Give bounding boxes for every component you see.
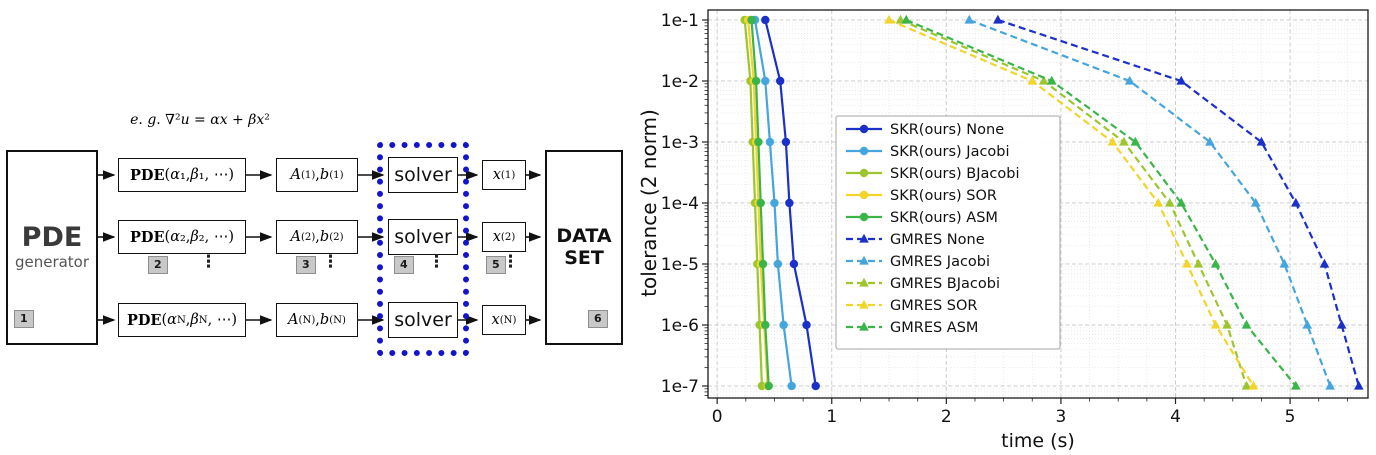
svg-text:1e-7: 1e-7 [661,377,699,397]
example-pde-formula: e. g. ∇²u = αx + βx² [130,112,270,128]
svg-text:time (s): time (s) [1001,430,1075,452]
svg-text:4: 4 [1170,407,1181,427]
x-box-n: x (N) [482,305,526,335]
svg-text:0: 0 [712,407,723,427]
chart-legend: SKR(ours) None SKR(ours) Jacobi SKR(ours) … [835,115,1061,350]
ellipsis-solver-column: ⋮ [428,252,445,272]
pde-box-1: PDE(α ₁, β ₁, ⋯) [118,158,246,192]
step-badge-6: 6 [588,310,608,328]
svg-text:GMRES ASM: GMRES ASM [890,320,978,336]
solver-box-n: solver [388,302,458,338]
svg-text:SKR(ours) SOR: SKR(ours) SOR [890,188,997,204]
solver-performance-chart: 1e-1 1e-2 1e-3 1e-4 1e-5 1e-6 1e-7 0 1 2 3 4 5 time (… [637,0,1376,455]
svg-text:1e-4: 1e-4 [661,194,699,214]
svg-text:1e-1: 1e-1 [661,11,699,31]
solver-highlight-frame [377,142,469,356]
ab-box-n: A (N), b (N) [276,303,358,337]
pde-generator-title: PDE [21,222,83,254]
ab-box-2: A (2), b (2) [276,220,358,254]
pde-box-2: PDE(α ₂, β ₂, ⋯) [118,220,246,254]
step-badge-4: 4 [394,256,414,274]
chart-axes: 1e-1 1e-2 1e-3 1e-4 1e-5 1e-6 1e-7 0 1 2 3 4 5 time (… [637,9,1369,452]
solver-box-1: solver [388,157,458,193]
solver-box-2: solver [388,219,458,255]
svg-text:1e-2: 1e-2 [661,72,699,92]
pde-generator-subtitle: generator [14,252,90,271]
svg-text:1: 1 [826,407,837,427]
svg-text:SKR(ours) BJacobi: SKR(ours) BJacobi [890,166,1019,182]
svg-text:GMRES None: GMRES None [890,232,985,248]
ellipsis-ab-column: ⋮ [322,252,339,272]
step-badge-3: 3 [296,256,316,274]
svg-text:tolerance (2 norm): tolerance (2 norm) [640,109,661,297]
chart-svg: 1e-1 1e-2 1e-3 1e-4 1e-5 1e-6 1e-7 0 1 2 3 4 5 time (… [637,9,1369,452]
x-box-2: x (2) [482,222,526,252]
pde-generator-box: PDE generator [6,150,98,345]
step-badge-2: 2 [148,256,168,274]
step-badge-5: 5 [486,256,506,274]
svg-text:2: 2 [941,407,952,427]
svg-text:SKR(ours) ASM: SKR(ours) ASM [890,210,998,226]
pde-pipeline-diagram: PDE generator e. g. ∇²u = αx + βx² PDE(α… [0,0,640,455]
svg-text:1e-3: 1e-3 [661,133,699,153]
x-box-1: x (1) [482,160,526,190]
ellipsis-x-column: ⋮ [502,252,519,272]
svg-text:GMRES SOR: GMRES SOR [890,298,978,314]
ab-box-1: A (1), b (1) [276,158,358,192]
svg-text:3: 3 [1056,407,1067,427]
svg-text:1e-6: 1e-6 [661,316,699,336]
chart-series [740,14,1364,391]
svg-text:5: 5 [1285,407,1296,427]
dataset-label: DATA SET [556,224,612,269]
dataset-box: DATA SET [545,150,623,345]
svg-text:GMRES BJacobi: GMRES BJacobi [890,276,1000,292]
svg-text:SKR(ours) None: SKR(ours) None [890,122,1004,138]
svg-text:GMRES Jacobi: GMRES Jacobi [890,254,990,270]
step-badge-1: 1 [14,310,34,328]
svg-text:SKR(ours) Jacobi: SKR(ours) Jacobi [890,144,1010,160]
svg-text:1e-5: 1e-5 [661,255,699,275]
ellipsis-pde-column: ⋮ [200,252,217,272]
